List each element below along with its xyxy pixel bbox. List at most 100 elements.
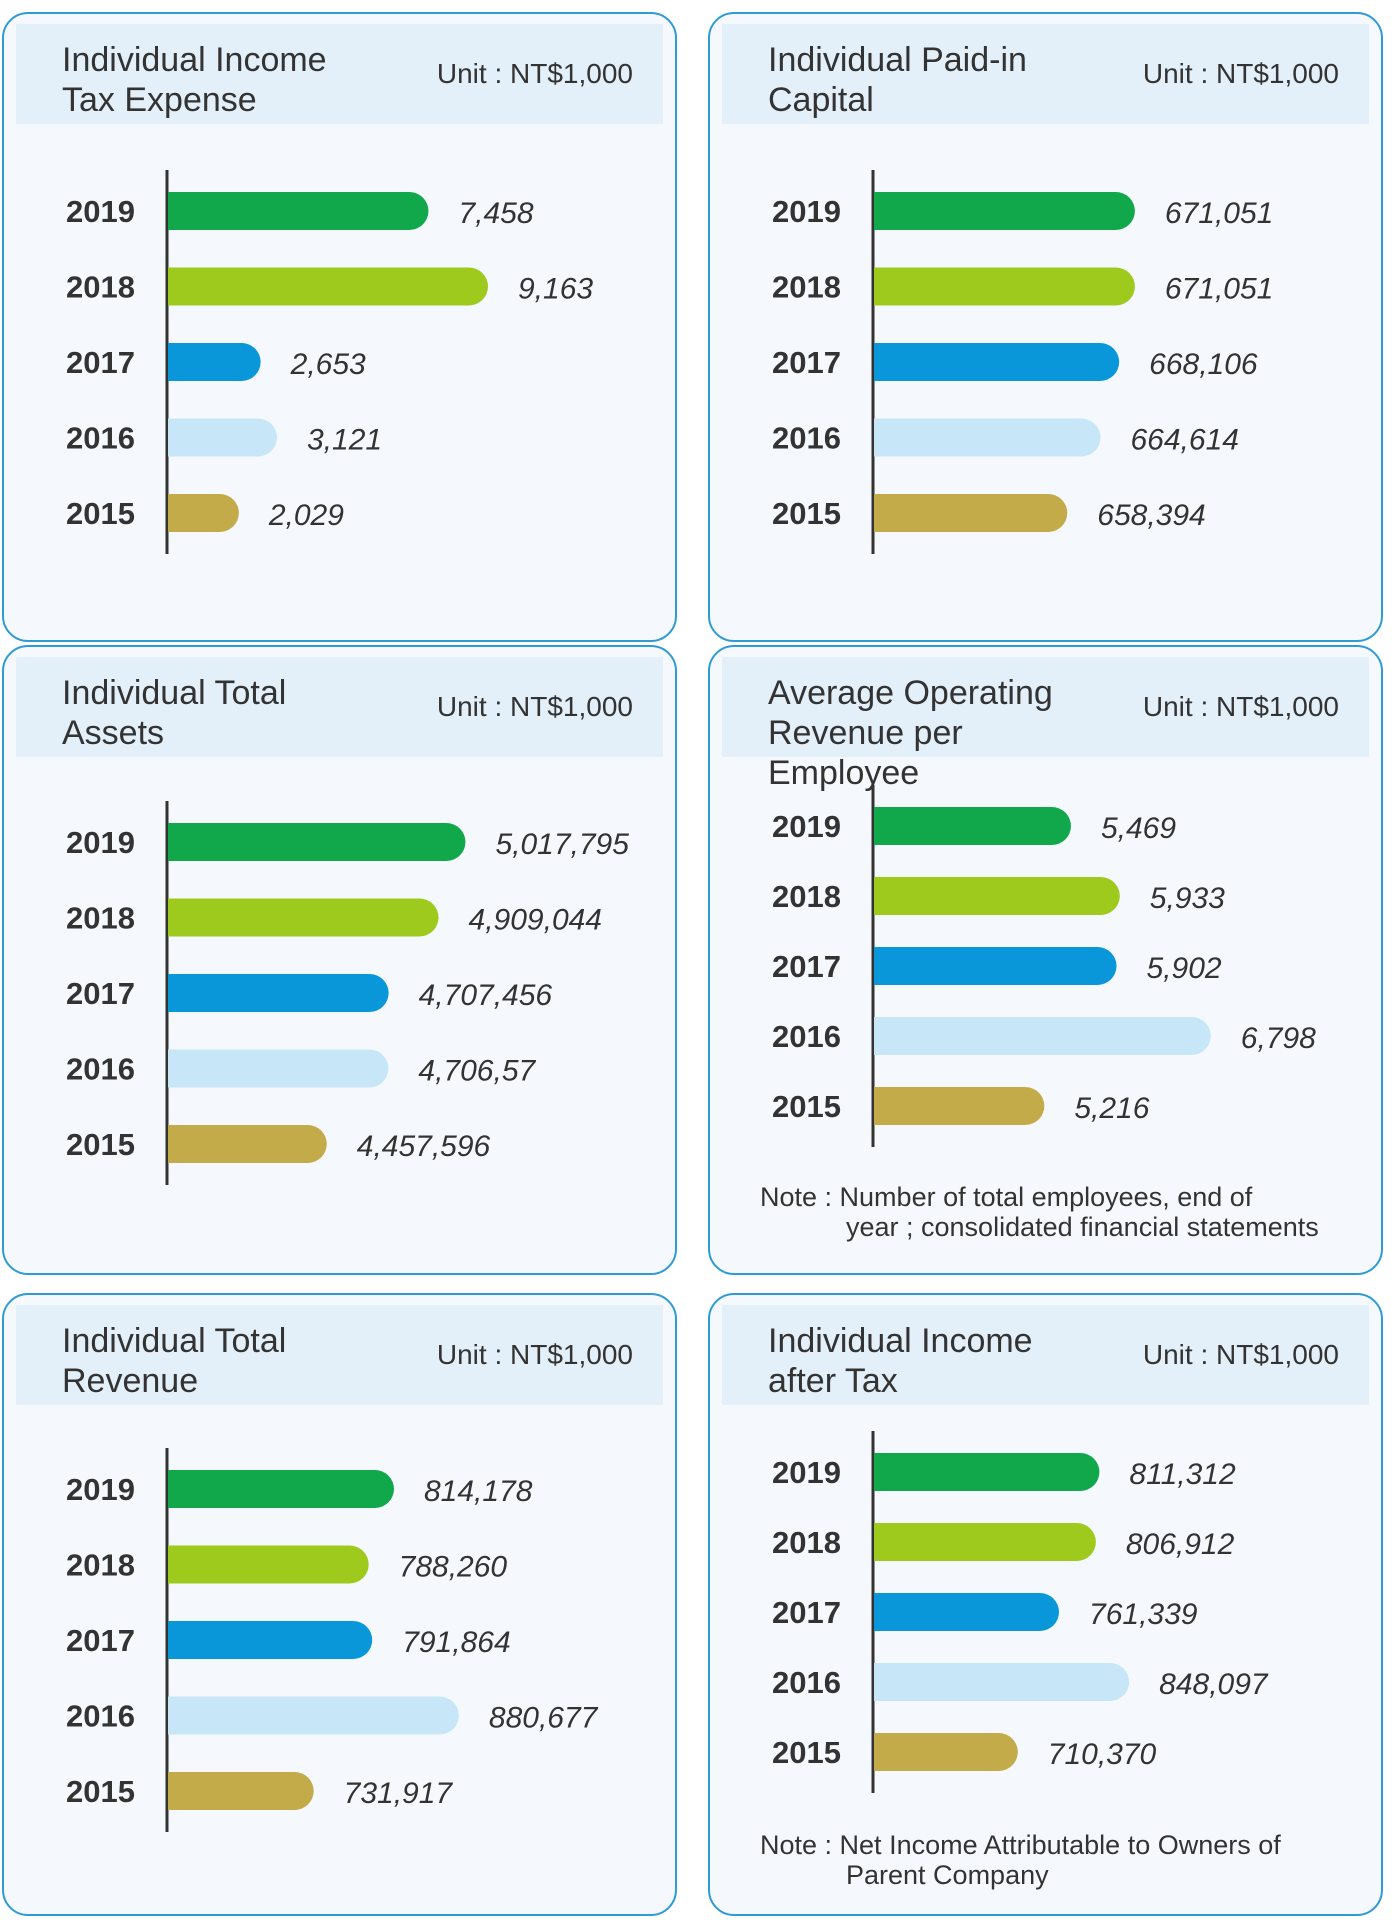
panel-paid-in-capital: Individual Paid-in Capital Unit : NT$1,0… <box>708 12 1383 642</box>
year-tick-label: 2016 <box>772 1665 841 1700</box>
bar-chart: 2019 671,051 2018 671,051 2017 668,106 2016 664… <box>772 170 1273 554</box>
bar-chart: 2019 5,017,795 2018 4,909,044 2017 4,707,456 2… <box>66 801 629 1185</box>
unit-label: Unit : NT$1,000 <box>1142 1339 1339 1370</box>
panel-title: Average Operating Revenue per Employee <box>768 674 1053 792</box>
data-label: 4,909,044 <box>469 904 602 937</box>
year-tick-label: 2016 <box>66 421 135 456</box>
year-tick-label: 2019 <box>772 809 841 844</box>
bar-2016 <box>168 418 277 457</box>
data-label: 814,178 <box>424 1475 533 1508</box>
panel-revenue-per-employee: Average Operating Revenue per Employee U… <box>708 645 1383 1275</box>
note-line-1: Number of total employees, end of <box>839 1182 1253 1212</box>
year-tick-label: 2017 <box>66 345 135 380</box>
year-tick-label: 2016 <box>772 1019 841 1054</box>
bar-2015 <box>168 1125 327 1163</box>
bar-2018 <box>168 898 439 937</box>
bar-2018 <box>874 1523 1096 1561</box>
year-tick-label: 2017 <box>772 1595 841 1630</box>
data-label: 658,394 <box>1097 499 1205 532</box>
bar-2016 <box>874 1017 1211 1055</box>
data-label: 791,864 <box>402 1626 510 1659</box>
year-tick-label: 2018 <box>66 1548 135 1583</box>
data-label: 671,051 <box>1165 273 1273 306</box>
data-label: 880,677 <box>489 1702 599 1735</box>
panel-title: Individual Total Revenue <box>62 1322 287 1400</box>
panel-title: Individual Income after Tax <box>768 1322 1033 1400</box>
data-label: 2,653 <box>290 348 366 381</box>
bar-2017 <box>168 343 261 381</box>
panel-header <box>722 657 1369 757</box>
data-label: 848,097 <box>1159 1668 1269 1701</box>
bar-2019 <box>168 192 429 230</box>
year-tick-label: 2015 <box>772 1089 841 1124</box>
data-label: 668,106 <box>1149 348 1258 381</box>
data-label: 5,902 <box>1147 952 1222 985</box>
bar-2019 <box>168 823 466 861</box>
unit-label: Unit : NT$1,000 <box>436 58 633 89</box>
note-line-1: Net Income Attributable to Owners of <box>839 1830 1281 1860</box>
note-prefix: Note : <box>760 1830 840 1860</box>
data-label: 664,614 <box>1131 424 1239 457</box>
year-tick-label: 2018 <box>66 901 135 936</box>
unit-label: Unit : NT$1,000 <box>1142 58 1339 89</box>
bar-2015 <box>168 494 239 532</box>
note-line-2: Parent Company <box>846 1860 1049 1890</box>
unit-label: Unit : NT$1,000 <box>436 691 633 722</box>
panel-income-tax-expense: Individual Income Tax Expense Unit : NT$… <box>2 12 677 642</box>
bar-chart: 2019 7,458 2018 9,163 2017 2,653 2016 3,121 2015… <box>66 170 593 554</box>
chart-note: Note : Net Income Attributable to Owners… <box>760 1830 1361 1890</box>
bar-2018 <box>168 1545 369 1584</box>
year-tick-label: 2019 <box>66 825 135 860</box>
data-label: 5,933 <box>1150 882 1225 915</box>
year-tick-label: 2015 <box>772 496 841 531</box>
bar-chart: 2019 811,312 2018 806,912 2017 761,339 2016 848… <box>772 1431 1269 1793</box>
data-label: 710,370 <box>1048 1738 1157 1771</box>
year-tick-label: 2015 <box>772 1735 841 1770</box>
data-label: 6,798 <box>1241 1022 1316 1055</box>
panel-title: Individual Income Tax Expense <box>62 41 327 119</box>
year-tick-label: 2016 <box>772 421 841 456</box>
bar-2017 <box>168 974 389 1012</box>
data-label: 5,216 <box>1074 1092 1149 1125</box>
panel-title: Individual Paid-in Capital <box>768 41 1027 119</box>
year-tick-label: 2016 <box>66 1699 135 1734</box>
year-tick-label: 2017 <box>772 345 841 380</box>
panel-total-assets: Individual Total Assets Unit : NT$1,000 … <box>2 645 677 1275</box>
year-tick-label: 2018 <box>772 1525 841 1560</box>
bar-2018 <box>874 877 1120 915</box>
bar-2019 <box>874 1453 1100 1491</box>
year-tick-label: 2019 <box>66 194 135 229</box>
bar-2015 <box>168 1772 314 1810</box>
bar-2019 <box>874 192 1135 230</box>
year-tick-label: 2015 <box>66 496 135 531</box>
data-label: 4,457,596 <box>357 1130 491 1163</box>
bar-2018 <box>874 267 1135 306</box>
bar-2019 <box>874 807 1071 845</box>
data-label: 806,912 <box>1126 1528 1235 1561</box>
unit-label: Unit : NT$1,000 <box>436 1339 633 1370</box>
bar-2016 <box>874 1663 1130 1701</box>
bar-2017 <box>874 1593 1060 1631</box>
bar-chart: 2019 814,178 2018 788,260 2017 791,864 2016 880… <box>66 1448 599 1832</box>
panel-header <box>16 657 663 757</box>
data-label: 4,707,456 <box>419 979 553 1012</box>
bar-2015 <box>874 494 1068 532</box>
bar-2017 <box>168 1621 373 1659</box>
note-line-2: year ; consolidated financial statements <box>846 1212 1319 1242</box>
panel-header <box>16 1305 663 1405</box>
bar-2017 <box>874 947 1117 985</box>
bar-2015 <box>874 1087 1045 1125</box>
bar-2015 <box>874 1733 1018 1771</box>
year-tick-label: 2019 <box>66 1472 135 1507</box>
panel-header <box>722 1305 1369 1405</box>
bar-2017 <box>874 343 1120 381</box>
data-label: 5,017,795 <box>495 828 629 861</box>
year-tick-label: 2016 <box>66 1052 135 1087</box>
chart-note: Note : Number of total employees, end of… <box>760 1182 1361 1242</box>
data-label: 9,163 <box>518 273 593 306</box>
bar-2019 <box>168 1470 394 1508</box>
bar-2016 <box>168 1049 389 1088</box>
note-prefix: Note : <box>760 1182 840 1212</box>
year-tick-label: 2015 <box>66 1774 135 1809</box>
unit-label: Unit : NT$1,000 <box>1142 691 1339 722</box>
